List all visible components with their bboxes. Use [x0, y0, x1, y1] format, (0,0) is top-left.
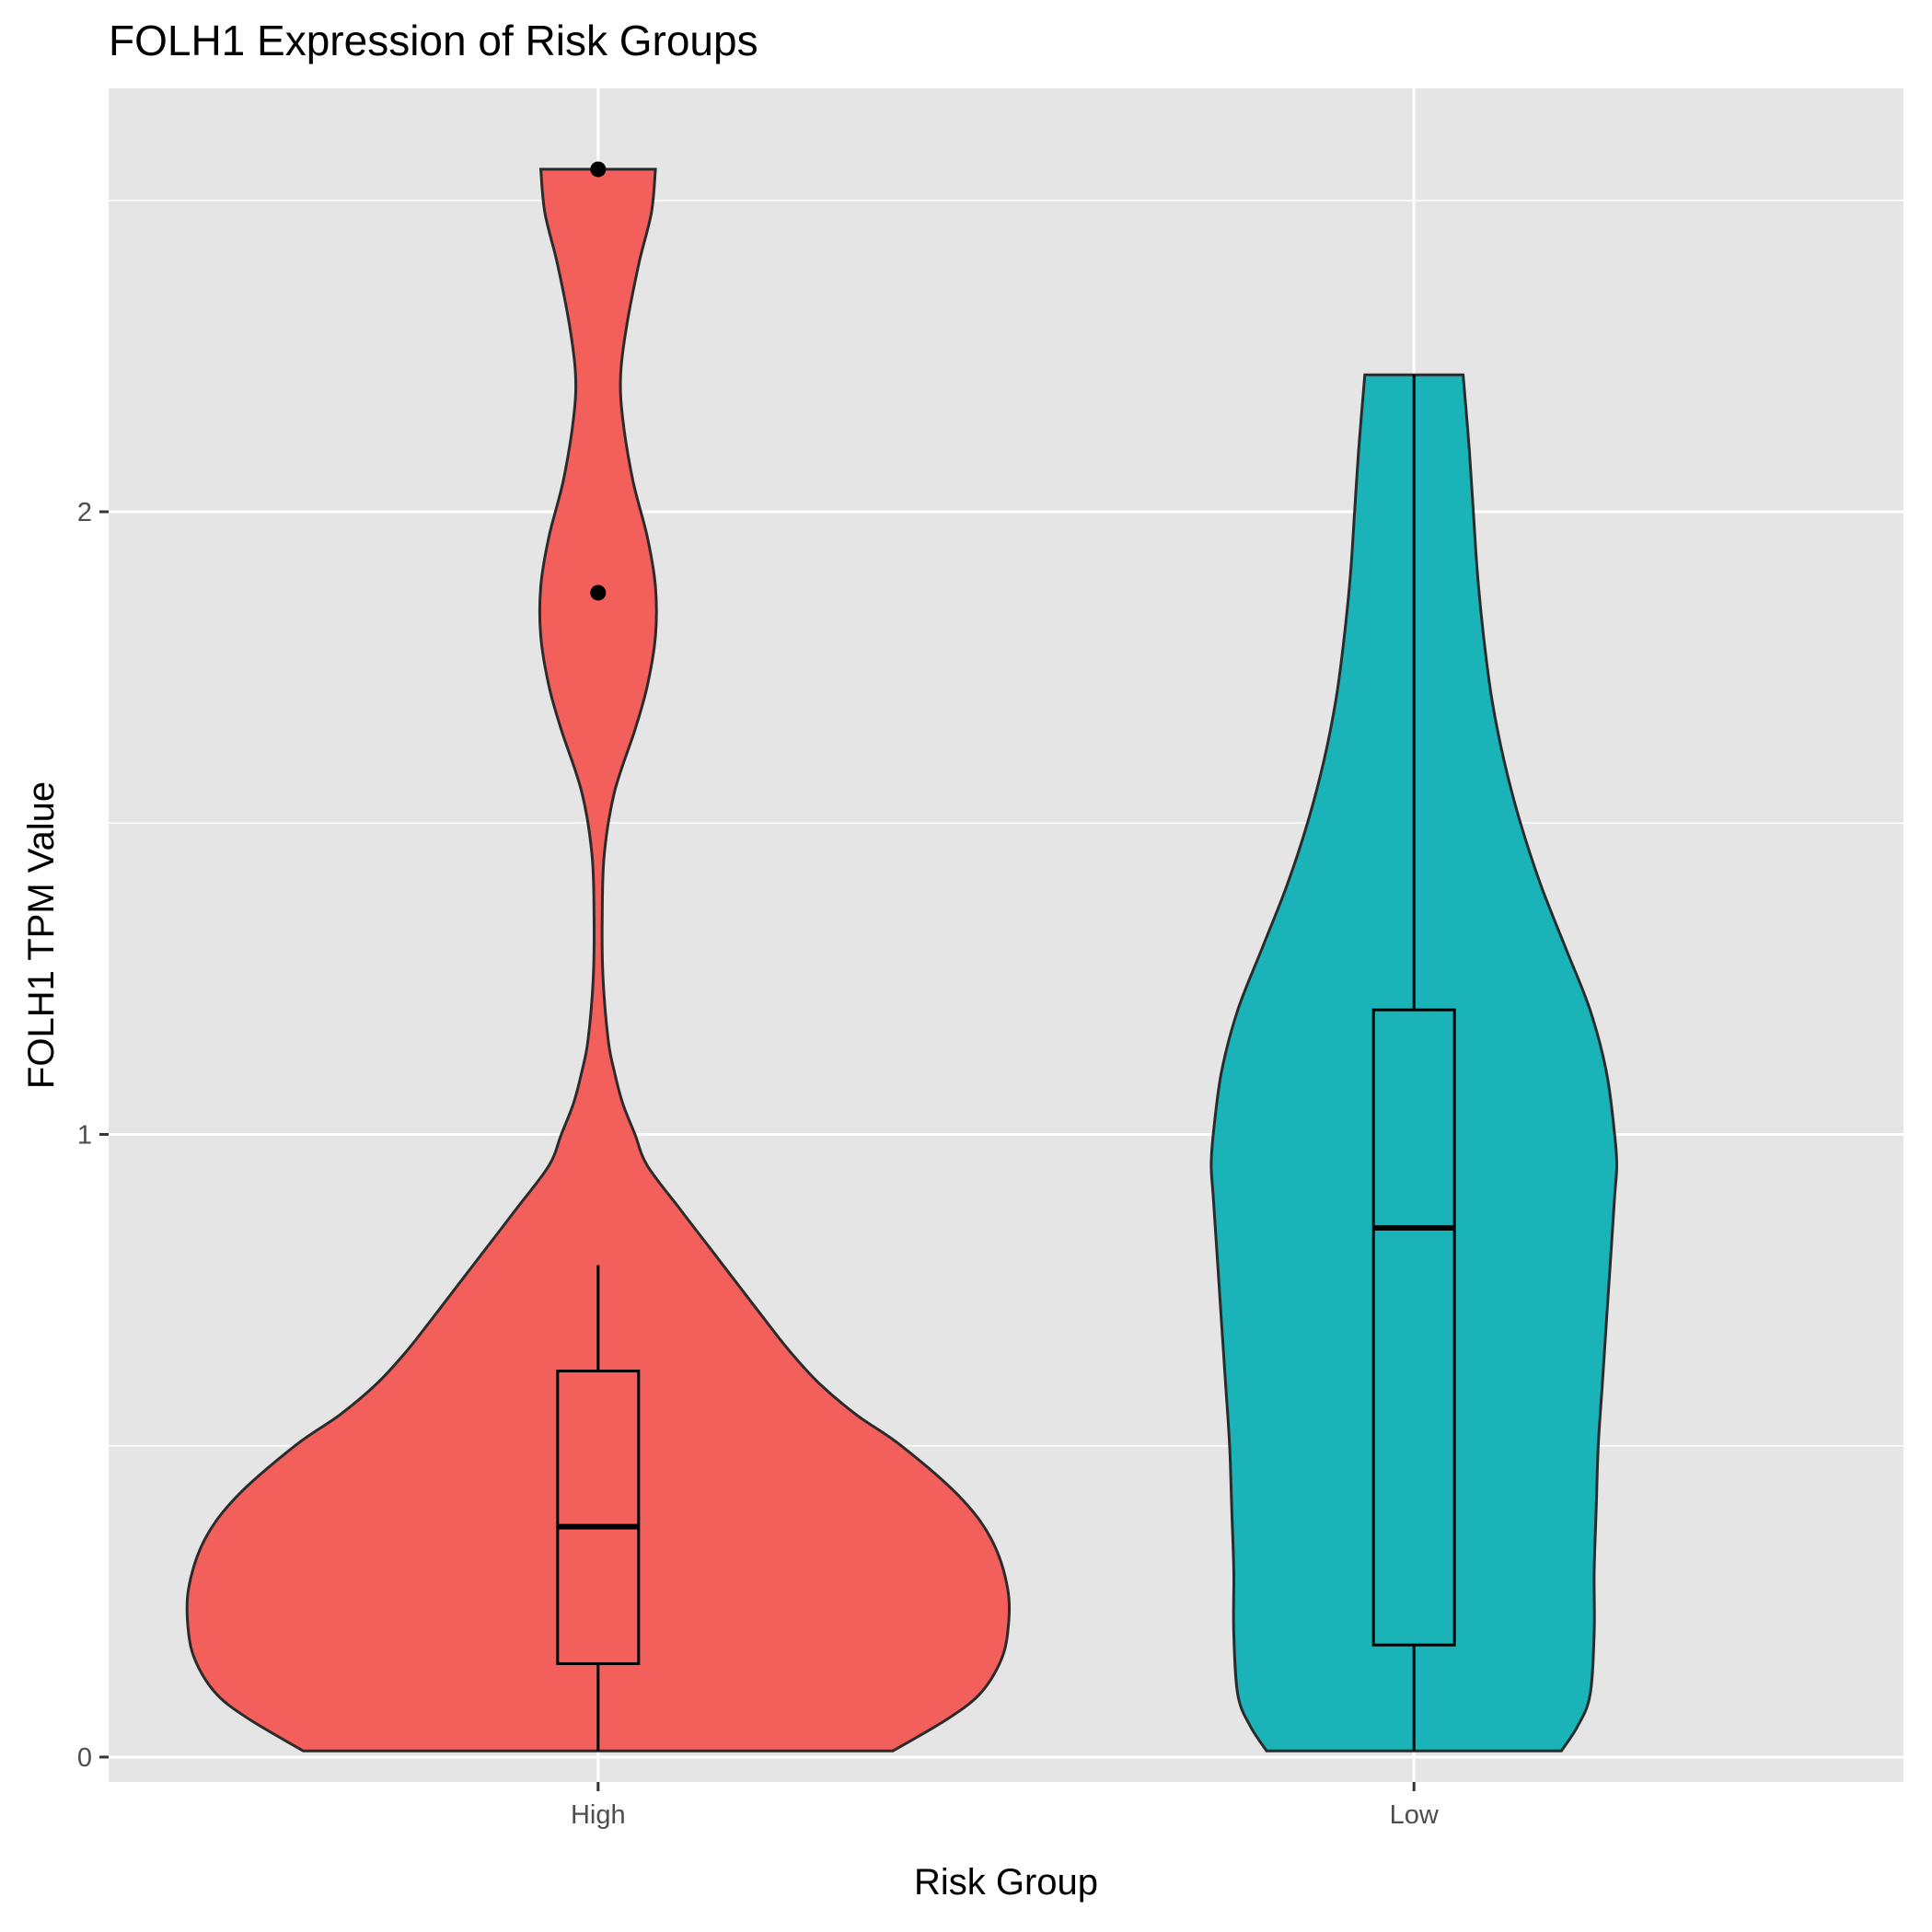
x-axis-ticks: High Low: [571, 1782, 1440, 1830]
x-axis-title: Risk Group: [914, 1862, 1098, 1903]
box-low: [1371, 1008, 1456, 1647]
y-tick-label: 2: [77, 498, 92, 527]
y-axis-ticks: 0 1 2: [77, 498, 109, 1773]
box-high: [556, 1370, 641, 1665]
outlier-point-high: [590, 161, 607, 178]
violin-high: [185, 168, 1012, 1753]
y-tick-label: 0: [77, 1743, 92, 1773]
y-axis-title: FOLH1 TPM Value: [21, 781, 62, 1089]
chart-title: FOLH1 Expression of Risk Groups: [109, 17, 758, 64]
violin-low: [1209, 373, 1619, 1753]
x-tick-label-low: Low: [1390, 1800, 1440, 1830]
violins: [185, 161, 1619, 1753]
y-tick-label: 1: [77, 1120, 92, 1150]
x-tick-label-high: High: [571, 1800, 626, 1830]
outlier-point-high: [590, 584, 607, 601]
